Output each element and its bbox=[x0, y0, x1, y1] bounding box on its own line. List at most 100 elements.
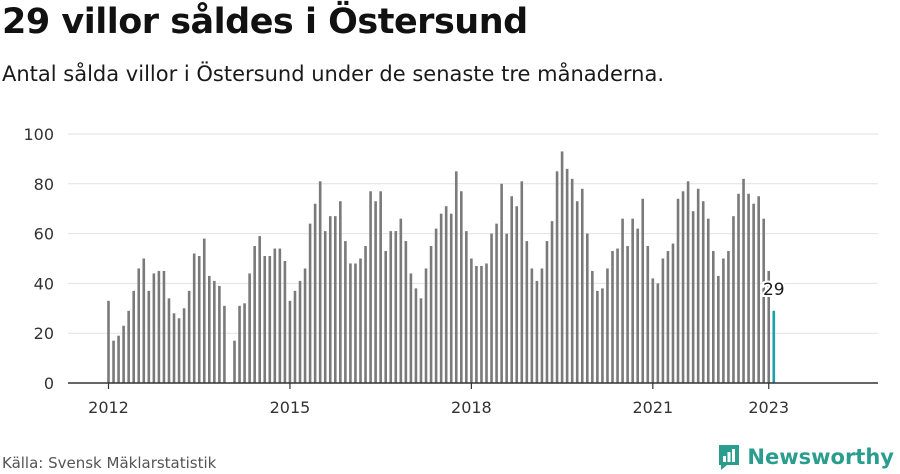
bar bbox=[323, 231, 327, 383]
bar bbox=[596, 290, 599, 383]
bar bbox=[762, 218, 765, 383]
bar bbox=[273, 248, 277, 383]
bar bbox=[218, 285, 221, 383]
page-subtitle: Antal sålda villor i Östersund under de … bbox=[2, 62, 665, 86]
source-note: Källa: Svensk Mäklarstatistik bbox=[2, 454, 217, 472]
bar bbox=[550, 221, 554, 383]
bar bbox=[686, 181, 690, 383]
bar bbox=[409, 273, 413, 383]
bar bbox=[197, 256, 201, 383]
bar bbox=[167, 298, 171, 383]
bar bbox=[621, 218, 624, 383]
highlight-bar bbox=[772, 310, 776, 383]
brand-logo[interactable]: Newsworthy bbox=[717, 443, 894, 471]
bar bbox=[626, 246, 629, 383]
bar bbox=[747, 193, 750, 383]
bar bbox=[313, 203, 317, 383]
bar bbox=[288, 300, 292, 383]
bar bbox=[742, 178, 745, 383]
bar bbox=[656, 283, 660, 383]
bar bbox=[586, 233, 589, 383]
bar bbox=[475, 265, 478, 383]
bar bbox=[283, 260, 287, 383]
bar bbox=[636, 228, 639, 383]
bar bbox=[142, 258, 146, 383]
bar bbox=[722, 258, 725, 383]
bar bbox=[580, 188, 584, 383]
bar-chart: 0 20 40 60 80 100 2012 2015 2018 2021 2023 29 bbox=[23, 125, 878, 417]
bar bbox=[339, 201, 342, 383]
bar bbox=[162, 270, 166, 383]
bar bbox=[465, 231, 468, 383]
bar bbox=[641, 198, 645, 383]
bar bbox=[515, 206, 519, 383]
newsworthy-logo-icon bbox=[719, 445, 740, 470]
bar bbox=[122, 325, 125, 383]
bar bbox=[318, 181, 322, 383]
x-tick-label: 2021 bbox=[632, 398, 673, 417]
bar bbox=[263, 256, 267, 383]
bar bbox=[752, 203, 755, 383]
bar bbox=[268, 256, 272, 383]
bar bbox=[555, 171, 559, 383]
bar bbox=[394, 231, 398, 383]
bar bbox=[258, 236, 261, 383]
bar bbox=[374, 201, 377, 383]
bar bbox=[354, 263, 357, 383]
x-tick-label: 2012 bbox=[88, 398, 129, 417]
bar bbox=[399, 218, 403, 383]
bar bbox=[223, 305, 226, 383]
bar bbox=[666, 251, 670, 383]
bar bbox=[213, 280, 216, 383]
bar bbox=[389, 231, 393, 383]
bar bbox=[540, 268, 544, 383]
bar bbox=[152, 273, 156, 383]
bar bbox=[470, 258, 473, 383]
bar bbox=[112, 340, 115, 383]
bar bbox=[404, 241, 408, 383]
bar bbox=[444, 206, 448, 383]
bar bbox=[485, 263, 488, 383]
y-tick-label: 60 bbox=[34, 225, 54, 244]
bar bbox=[127, 310, 130, 383]
bar bbox=[132, 290, 135, 383]
bar bbox=[117, 335, 120, 383]
bar bbox=[545, 241, 549, 383]
bar bbox=[192, 253, 196, 383]
y-tick-label: 80 bbox=[34, 175, 54, 194]
bar bbox=[293, 290, 297, 383]
bar bbox=[591, 270, 594, 383]
brand-name: Newsworthy bbox=[747, 445, 894, 469]
bar bbox=[233, 340, 236, 383]
bar bbox=[575, 201, 579, 383]
y-tick-label: 40 bbox=[34, 274, 54, 293]
bar bbox=[727, 251, 730, 383]
bar bbox=[706, 218, 710, 383]
bar bbox=[369, 191, 372, 383]
bar bbox=[671, 243, 675, 383]
bar bbox=[696, 188, 700, 383]
y-tick-label: 0 bbox=[44, 374, 54, 393]
bar bbox=[460, 191, 463, 383]
x-tick-label: 2015 bbox=[270, 398, 311, 417]
bar bbox=[737, 193, 740, 383]
bar bbox=[364, 246, 367, 383]
bar bbox=[606, 268, 609, 383]
bar bbox=[611, 251, 614, 383]
bar bbox=[187, 290, 191, 383]
bar bbox=[147, 290, 151, 383]
bar bbox=[490, 233, 493, 383]
bar bbox=[157, 270, 161, 383]
bar bbox=[379, 191, 382, 383]
bar bbox=[560, 151, 564, 383]
bar bbox=[676, 198, 680, 383]
bar bbox=[248, 273, 251, 383]
bar bbox=[414, 288, 418, 383]
bar bbox=[344, 241, 347, 383]
bar bbox=[631, 218, 634, 383]
bar bbox=[202, 238, 206, 383]
bar bbox=[439, 213, 443, 383]
bar bbox=[500, 183, 503, 383]
bar bbox=[565, 168, 569, 383]
bar bbox=[651, 278, 655, 383]
